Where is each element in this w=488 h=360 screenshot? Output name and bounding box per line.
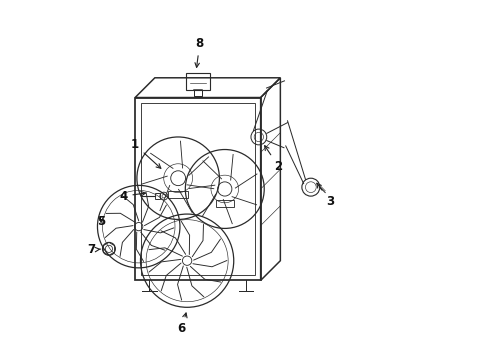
Text: 1: 1 [131,138,161,168]
Text: 6: 6 [177,313,186,335]
Text: 7: 7 [87,243,101,256]
Text: 4: 4 [119,190,145,203]
Text: 3: 3 [316,183,334,208]
Text: 5: 5 [97,215,105,228]
Text: 8: 8 [195,37,203,67]
Text: 2: 2 [264,146,282,173]
